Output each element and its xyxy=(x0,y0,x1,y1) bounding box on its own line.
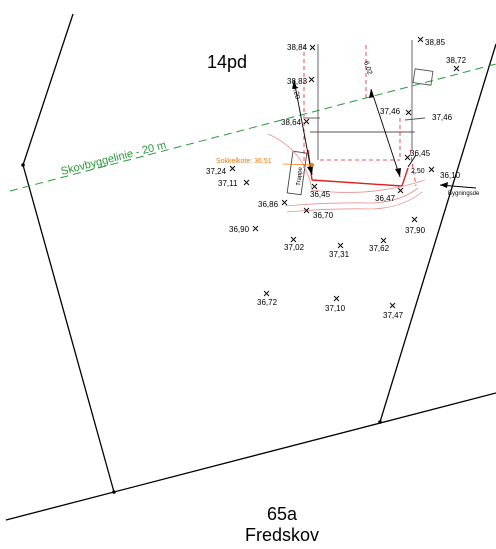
spot-height: 36,86 xyxy=(258,199,288,209)
svg-text:38,64: 38,64 xyxy=(281,118,302,127)
boundary-line-s xyxy=(5,392,496,521)
svg-text:36,10: 36,10 xyxy=(440,171,461,180)
svg-text:36,45: 36,45 xyxy=(310,190,331,199)
dim-4-20: 4,20 xyxy=(291,85,300,100)
svg-text:36,72: 36,72 xyxy=(257,298,278,307)
forest-line-label: Skovbyggelinie - 20 m xyxy=(60,139,168,178)
svg-text:38,72: 38,72 xyxy=(446,56,467,65)
base-level-marker xyxy=(310,163,314,167)
spot-heights: 38,84 38,85 38,72 38,83 38,64 37,46 37,4… xyxy=(206,36,467,320)
spot-height: 36,72 xyxy=(257,290,278,307)
stairs-label: Trappe xyxy=(296,166,304,186)
svg-text:38,84: 38,84 xyxy=(287,43,308,52)
spot-height: 37,46 xyxy=(380,107,412,116)
svg-text:37,46: 37,46 xyxy=(380,107,401,116)
forest-building-line xyxy=(9,63,496,192)
parcel-label-lower-number: 65a xyxy=(267,504,298,524)
svg-text:37,31: 37,31 xyxy=(329,250,350,259)
spot-height: 38,72 xyxy=(446,56,467,72)
svg-text:37,10: 37,10 xyxy=(325,304,346,313)
spot-height: 36,70 xyxy=(303,207,334,220)
parcel-boundaries xyxy=(5,13,496,521)
boundary-line-w xyxy=(22,164,115,493)
spot-height: 37,90 xyxy=(405,216,426,235)
spot-height: 36,45 xyxy=(310,183,331,199)
spot-height: 36,10 xyxy=(428,166,461,180)
svg-text:36,86: 36,86 xyxy=(258,200,279,209)
building-line-label: Bygningsde xyxy=(448,191,480,197)
construction-lines xyxy=(303,45,417,187)
spot-height: 36,47 xyxy=(375,187,404,203)
spot-height: 37,02 xyxy=(284,236,305,252)
spot-height: 36,90 xyxy=(229,225,259,234)
base-level-leader xyxy=(282,163,313,166)
svg-text:36,45: 36,45 xyxy=(410,149,431,158)
svg-text:37,11: 37,11 xyxy=(218,179,238,188)
existing-structures xyxy=(305,40,434,160)
svg-text:38,83: 38,83 xyxy=(287,77,308,86)
parcel-label-upper: 14pd xyxy=(207,52,247,72)
dimension-lines xyxy=(293,79,477,189)
spot-height: 37,46 xyxy=(432,113,453,122)
svg-text:37,24: 37,24 xyxy=(206,167,227,176)
spot-height: 38,83 xyxy=(287,76,315,86)
svg-text:37,90: 37,90 xyxy=(405,226,426,235)
svg-text:37,46: 37,46 xyxy=(432,113,453,122)
spot-height: 38,64 xyxy=(281,118,310,127)
spot-height: 37,47 xyxy=(383,302,404,320)
svg-text:38,85: 38,85 xyxy=(425,38,446,47)
svg-text:37,62: 37,62 xyxy=(369,244,390,253)
spot-height: 37,24 xyxy=(206,165,236,176)
spot-height: 36,45 xyxy=(404,149,431,161)
dimension-arrowheads xyxy=(292,80,448,188)
boundary-vertex xyxy=(378,420,382,424)
svg-text:36,47: 36,47 xyxy=(375,194,396,203)
boundary-line-nw xyxy=(22,13,74,166)
dim-6-02: 6,02 xyxy=(362,60,373,75)
boundary-vertex xyxy=(21,163,25,167)
parcel-label-lower-name: Fredskov xyxy=(245,525,319,545)
spot-height: 38,84 xyxy=(287,43,316,52)
spot-height: 38,85 xyxy=(417,36,446,47)
dim-2-50: 2,50 xyxy=(411,168,425,175)
svg-text:37,02: 37,02 xyxy=(284,243,305,252)
svg-text:36,70: 36,70 xyxy=(313,211,334,220)
spot-height: 37,31 xyxy=(329,242,350,259)
spot-height: 37,10 xyxy=(325,295,346,313)
svg-text:36,90: 36,90 xyxy=(229,225,250,234)
boundary-line-e xyxy=(379,43,496,423)
boundary-vertex xyxy=(112,490,116,494)
base-level-label: Sokkelkote: 36,51 xyxy=(216,158,272,165)
curved-path xyxy=(267,133,426,213)
spot-height: 37,62 xyxy=(369,237,390,253)
svg-text:37,47: 37,47 xyxy=(383,311,404,320)
spot-height: 37,11 xyxy=(218,179,250,188)
